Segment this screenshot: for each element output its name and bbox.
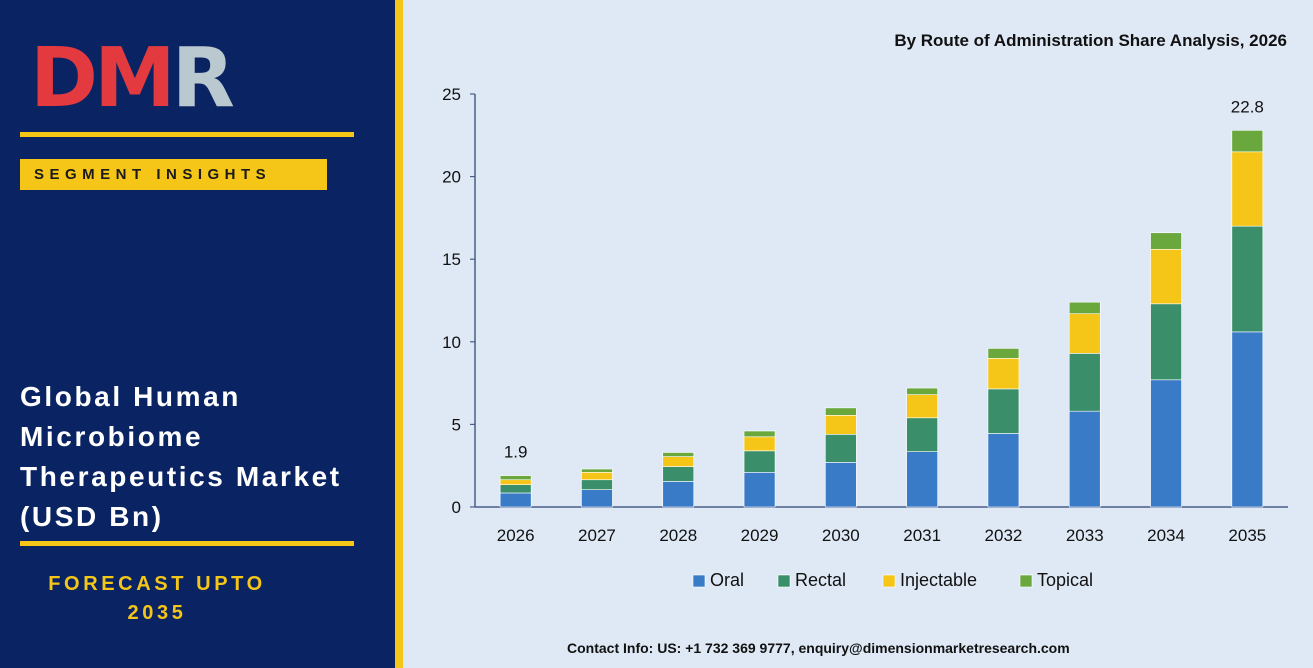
bar-segment-injectable xyxy=(906,394,938,419)
bar-segment-rectal xyxy=(1231,225,1264,333)
title-line: Microbiome xyxy=(20,421,204,452)
x-tick-label: 2030 xyxy=(822,526,860,545)
report-title: Global Human Microbiome Therapeutics Mar… xyxy=(20,377,390,537)
bar-segment-injectable xyxy=(581,472,613,481)
bar-segment-topical xyxy=(662,452,695,457)
chart-title: By Route of Administration Share Analysi… xyxy=(894,31,1287,50)
x-tick-label: 2031 xyxy=(903,526,941,545)
title-line: Therapeutics Market xyxy=(20,461,342,492)
bar-segment-topical xyxy=(581,468,613,473)
bar-segment-oral xyxy=(662,481,695,508)
divider-bottom xyxy=(20,541,354,546)
bar-segment-oral xyxy=(1231,331,1264,508)
bar-segment-topical xyxy=(499,475,532,481)
x-tick-label: 2027 xyxy=(578,526,616,545)
legend-label-topical: Topical xyxy=(1037,570,1093,590)
bar-segment-rectal xyxy=(906,417,938,452)
legend-swatch-rectal xyxy=(777,574,791,588)
bar-segment-injectable xyxy=(499,479,532,485)
bar-segment-rectal xyxy=(499,484,532,494)
x-tick-label: 2028 xyxy=(659,526,697,545)
bar-segment-topical xyxy=(1231,130,1264,153)
legend-label-rectal: Rectal xyxy=(795,570,846,590)
x-tick-label: 2026 xyxy=(497,526,535,545)
y-tick-label: 20 xyxy=(442,168,461,187)
title-line: Global Human xyxy=(20,381,241,412)
x-tick-label: 2035 xyxy=(1228,526,1266,545)
bar-segment-rectal xyxy=(987,388,1020,434)
title-line: (USD Bn) xyxy=(20,501,164,532)
bar-segment-injectable xyxy=(743,436,776,452)
legend-label-oral: Oral xyxy=(710,570,744,590)
bar-segment-topical xyxy=(825,407,857,416)
bar-segment-oral xyxy=(581,489,613,508)
bar-segment-topical xyxy=(1068,301,1101,315)
legend-swatch-oral xyxy=(692,574,706,588)
bar-segment-oral xyxy=(1150,379,1182,508)
data-label: 1.9 xyxy=(504,443,528,462)
bar-segment-rectal xyxy=(825,434,857,463)
bar-segment-topical xyxy=(1150,232,1182,250)
legend-swatch-injectable xyxy=(882,574,896,588)
segment-insights-badge: SEGMENT INSIGHTS xyxy=(20,159,327,190)
contact-info: Contact Info: US: +1 732 369 9777, enqui… xyxy=(567,640,1070,656)
y-tick-label: 5 xyxy=(452,415,461,434)
forecast-line: 2035 xyxy=(127,602,187,624)
logo-letter-m: M xyxy=(94,31,176,126)
x-tick-label: 2032 xyxy=(985,526,1023,545)
dmr-logo: DMR xyxy=(30,38,235,120)
x-tick-label: 2029 xyxy=(741,526,779,545)
forecast-label: FORECAST UPTO 2035 xyxy=(30,570,284,628)
bar-segment-topical xyxy=(987,348,1020,359)
data-label: 22.8 xyxy=(1231,97,1264,116)
bar-segment-oral xyxy=(825,462,857,508)
bar-segment-rectal xyxy=(1150,303,1182,381)
legend-label-injectable: Injectable xyxy=(900,570,977,590)
bar-segment-rectal xyxy=(1068,353,1101,412)
bar-segment-oral xyxy=(987,433,1020,508)
bar-segment-topical xyxy=(743,430,776,438)
bar-segment-oral xyxy=(743,472,776,508)
bar-segment-injectable xyxy=(987,358,1020,390)
y-tick-label: 25 xyxy=(442,85,461,104)
bar-segment-topical xyxy=(906,387,938,395)
divider-top xyxy=(20,132,354,137)
accent-stripe xyxy=(395,0,403,668)
y-tick-label: 10 xyxy=(442,333,461,352)
bar-segment-injectable xyxy=(662,456,695,467)
bar-segment-injectable xyxy=(1231,151,1264,227)
x-tick-label: 2033 xyxy=(1066,526,1104,545)
bar-segment-oral xyxy=(906,451,938,508)
bar-segment-rectal xyxy=(581,479,613,490)
y-tick-label: 15 xyxy=(442,250,461,269)
logo-letter-d: D xyxy=(30,31,98,126)
bar-segment-injectable xyxy=(1068,313,1101,354)
sidebar: DMR SEGMENT INSIGHTS Global Human Microb… xyxy=(0,0,395,668)
y-tick-label: 0 xyxy=(452,498,461,517)
bar-segment-injectable xyxy=(1150,248,1182,305)
bar-segment-injectable xyxy=(825,415,857,435)
legend-swatch-topical xyxy=(1019,574,1033,588)
bar-segment-rectal xyxy=(662,466,695,482)
logo-letter-r: R xyxy=(171,31,235,126)
bar-segment-rectal xyxy=(743,450,776,473)
forecast-line: FORECAST UPTO xyxy=(48,573,266,595)
bar-segment-oral xyxy=(1068,410,1101,508)
x-tick-label: 2034 xyxy=(1147,526,1185,545)
bar-segment-oral xyxy=(499,492,532,508)
